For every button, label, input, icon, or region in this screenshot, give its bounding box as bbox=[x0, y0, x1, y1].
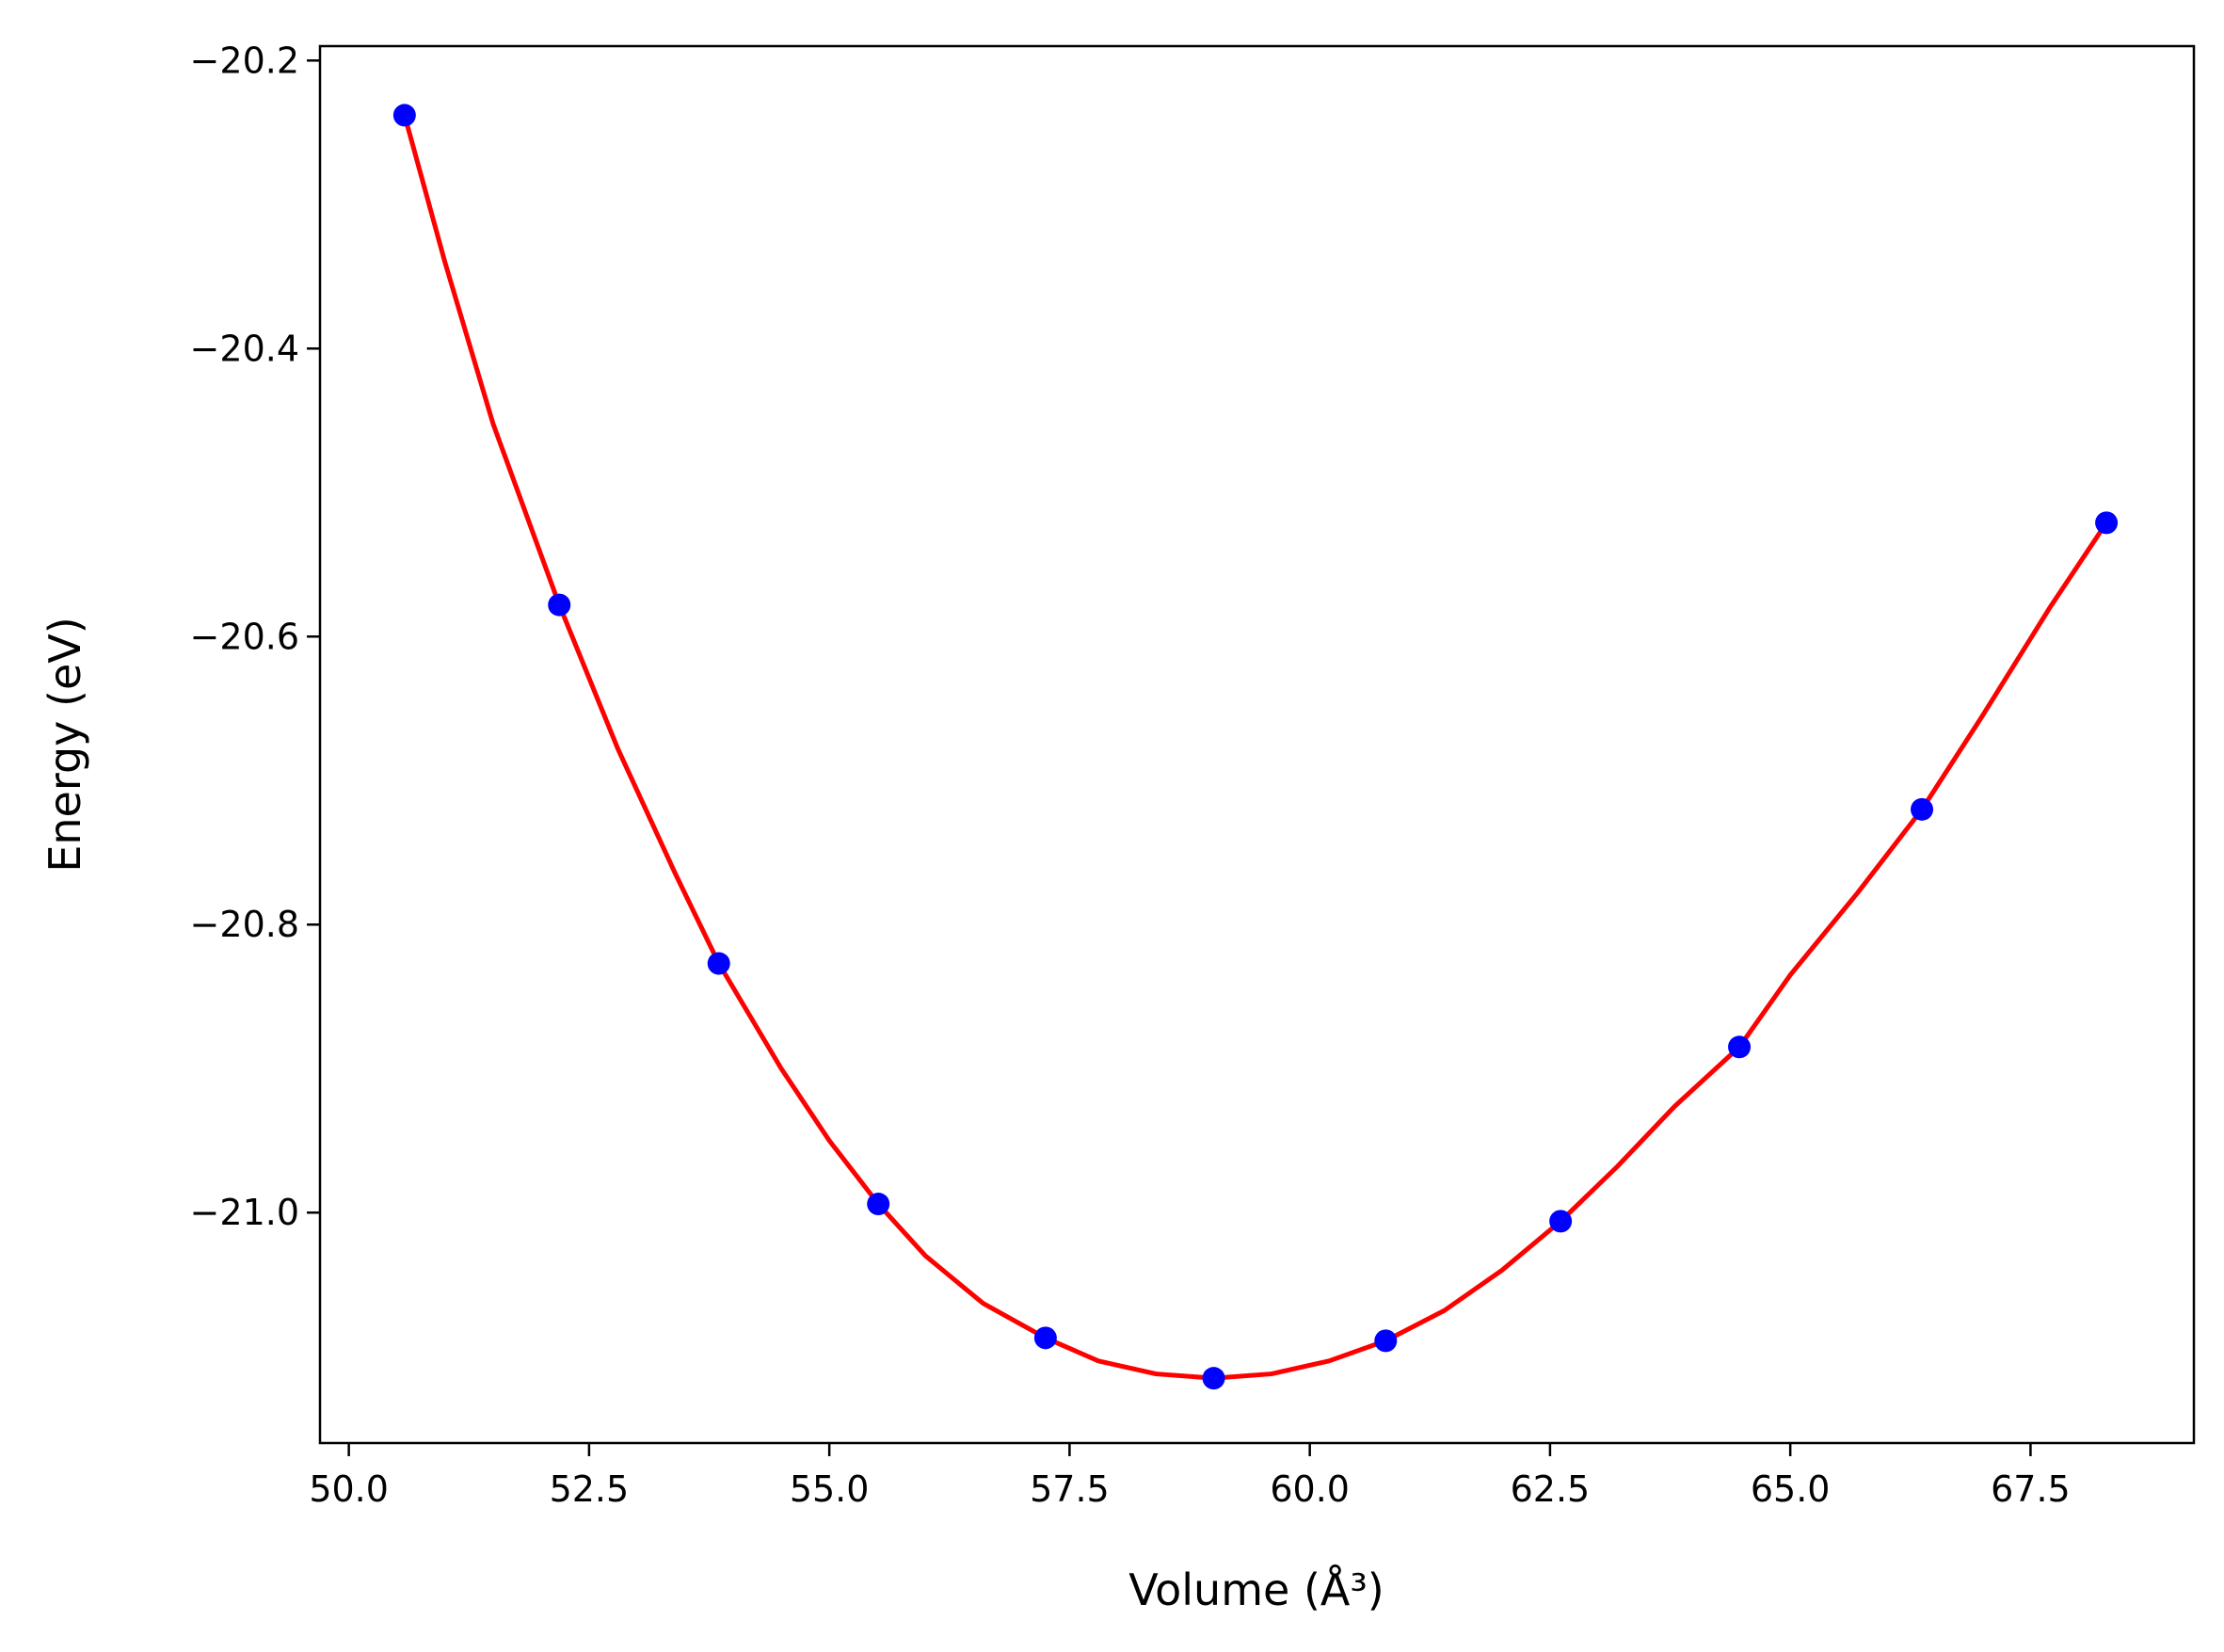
x-axis-title: Volume (Å³) bbox=[1128, 1564, 1384, 1615]
x-tick-label: 52.5 bbox=[550, 1468, 630, 1510]
y-tick-label: −20.6 bbox=[190, 616, 299, 657]
x-tick-label: 60.0 bbox=[1270, 1468, 1350, 1510]
data-point bbox=[867, 1193, 890, 1216]
y-tick-label: −20.2 bbox=[190, 40, 299, 81]
data-point bbox=[2095, 511, 2119, 535]
plot-area-background bbox=[320, 46, 2194, 1443]
data-point bbox=[1374, 1329, 1398, 1353]
y-tick-label: −21.0 bbox=[190, 1192, 299, 1233]
y-tick-label: −20.4 bbox=[190, 328, 299, 369]
x-tick-label: 62.5 bbox=[1511, 1468, 1591, 1510]
data-point bbox=[1202, 1367, 1225, 1390]
data-point bbox=[392, 104, 416, 127]
plot-area-frame bbox=[318, 44, 2196, 1445]
x-tick-label: 57.5 bbox=[1030, 1468, 1110, 1510]
data-point bbox=[1728, 1035, 1752, 1059]
data-point bbox=[1911, 797, 1934, 821]
data-point bbox=[1033, 1326, 1057, 1350]
y-axis-ticks: −20.2 −20.4 −20.6 −20.8 −21.0 bbox=[190, 40, 320, 1233]
data-points bbox=[392, 104, 2119, 1390]
data-point bbox=[548, 593, 571, 617]
data-point bbox=[1549, 1210, 1573, 1233]
x-tick-label: 65.0 bbox=[1751, 1468, 1831, 1510]
data-point bbox=[707, 952, 730, 975]
x-tick-label: 67.5 bbox=[1991, 1468, 2071, 1510]
x-tick-label: 55.0 bbox=[790, 1468, 870, 1510]
y-axis-title: Energy (eV) bbox=[40, 617, 90, 872]
x-axis-ticks: 50.0 52.5 55.0 57.5 60.0 62.5 65.0 67.5 bbox=[309, 1443, 2071, 1510]
y-tick-label: −20.8 bbox=[190, 904, 299, 945]
x-tick-label: 50.0 bbox=[309, 1468, 389, 1510]
